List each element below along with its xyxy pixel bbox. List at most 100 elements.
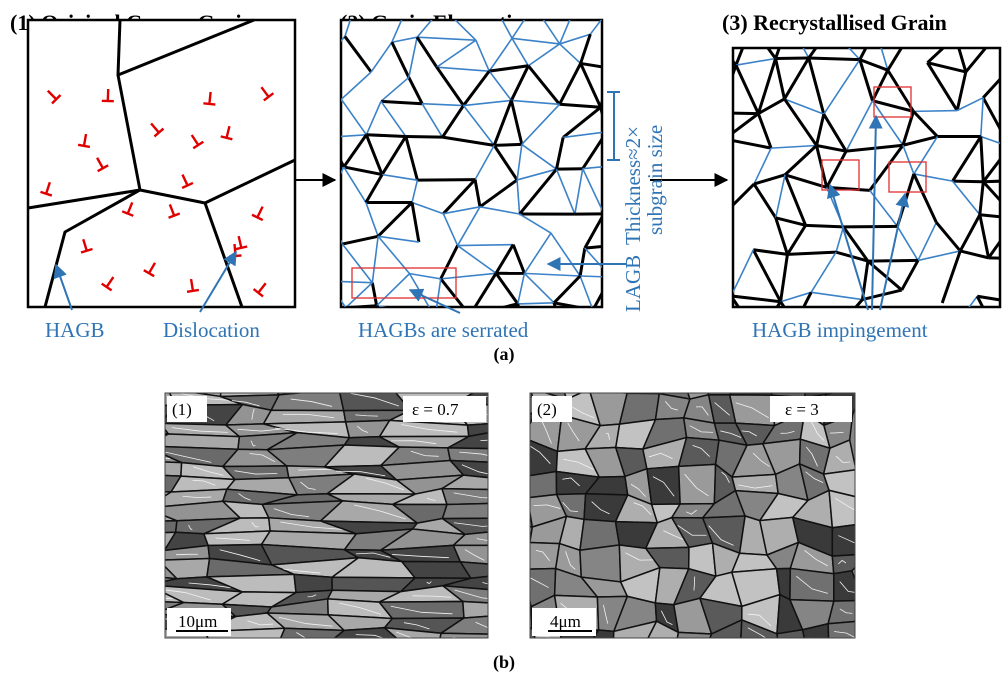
grain [585, 371, 628, 393]
hagb [318, 68, 341, 100]
hagb [641, 317, 660, 342]
figure: (1) Original Coarse Grain (2) Grain Elon… [0, 0, 1008, 675]
subgrain-boundary [510, 459, 517, 469]
subgrain-boundary [499, 640, 533, 646]
grain [108, 489, 171, 508]
hagb [610, 339, 660, 342]
lagb [638, 105, 677, 108]
lagb [642, 0, 660, 34]
lagb [943, 334, 996, 342]
grain [266, 378, 339, 395]
grain [89, 614, 153, 632]
hagb [809, 58, 860, 60]
grain [705, 372, 744, 395]
panel-title: (3) Recrystallised Grain [722, 10, 947, 35]
subgrain-boundary [651, 372, 684, 391]
hagb [494, 144, 522, 145]
grain [468, 422, 518, 437]
hagb [319, 308, 346, 338]
hagb [601, 105, 638, 107]
lagb [661, 233, 685, 272]
lagb [642, 34, 659, 78]
panel-box [28, 20, 295, 307]
lagb [611, 7, 642, 35]
grain [679, 438, 719, 467]
lagb [329, 99, 341, 137]
grain [108, 474, 181, 492]
grain [97, 380, 167, 393]
subgrain-boundary [130, 576, 136, 580]
subgrain-boundary [813, 379, 819, 387]
grain [294, 574, 332, 592]
grain [442, 503, 521, 519]
grain [91, 573, 177, 588]
lagb [534, 0, 579, 5]
hagb [953, 181, 984, 182]
grain [463, 601, 521, 618]
subgrain-boundary [502, 430, 517, 432]
caption: (b) [493, 652, 515, 673]
annotation: Dislocation [163, 318, 260, 342]
hagb [955, 28, 1001, 36]
hagb [720, 113, 759, 114]
hagb [642, 34, 670, 35]
hagb [720, 113, 725, 139]
grain [490, 362, 531, 392]
hagb [611, 34, 642, 68]
lagb [593, 310, 610, 339]
grain [91, 389, 176, 407]
lagb [493, 4, 534, 6]
subgrain-boundary [131, 563, 166, 574]
scale-bar-label: 10μm [178, 612, 217, 631]
strain-label: ε = 0.7 [412, 400, 459, 419]
lagb [666, 134, 679, 168]
subgrain-boundary [809, 638, 824, 653]
lagb [518, 303, 554, 304]
subgrain-boundary [783, 642, 803, 653]
subgrain-boundary [128, 426, 156, 429]
grain [95, 532, 176, 550]
subgrain-boundary [103, 593, 172, 599]
micrograph-label: (2) [537, 400, 557, 419]
grain [117, 422, 169, 434]
grain [497, 471, 527, 502]
hagb [579, 0, 612, 7]
hagb [666, 108, 677, 134]
grain [91, 405, 176, 423]
subgrain-boundary [605, 638, 607, 648]
grain [523, 543, 560, 570]
hagb [705, 249, 731, 296]
grain [769, 360, 808, 398]
grain [87, 508, 177, 523]
grain [97, 628, 152, 647]
grain [442, 489, 521, 505]
grain [271, 389, 343, 410]
grain [503, 498, 533, 527]
grain [828, 621, 865, 660]
hagb [366, 135, 405, 137]
lagb [310, 0, 358, 10]
annotation: HAGB impingement [752, 318, 928, 342]
grain [832, 523, 870, 556]
hagb [712, 296, 731, 338]
grain [730, 360, 772, 395]
grain [523, 471, 557, 497]
grain [115, 460, 181, 476]
subgrain-boundary [121, 454, 170, 458]
subgrain-boundary [235, 382, 268, 391]
grain [674, 632, 712, 656]
hagb [806, 225, 844, 227]
grain [438, 633, 514, 648]
subgrain-boundary [509, 510, 527, 520]
subgrain-boundary [99, 525, 165, 528]
lagb [442, 4, 493, 8]
grain [497, 438, 523, 477]
micrograph-label: (1) [172, 400, 192, 419]
hagb [989, 258, 1008, 259]
caption: (a) [494, 344, 515, 365]
grain [381, 382, 474, 393]
subgrain-boundary [620, 639, 636, 643]
hagb [723, 180, 728, 211]
grain [379, 601, 464, 618]
grain [101, 549, 165, 560]
